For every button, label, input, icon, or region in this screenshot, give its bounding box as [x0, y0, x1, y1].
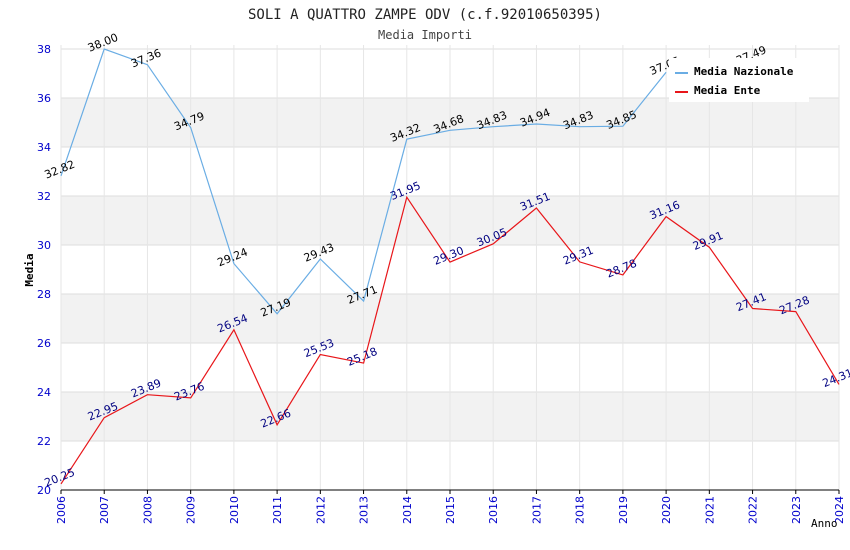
x-axis-title: Anno [811, 517, 838, 530]
legend: Media Nazionale Media Ente [669, 58, 809, 102]
x-tick-label-2011: 2011 [271, 496, 284, 524]
data-label-ente-2006: 20.25 [43, 466, 77, 490]
x-tick-label-2022: 2022 [747, 496, 760, 524]
x-tick-label-2023: 2023 [790, 496, 803, 524]
x-tick-labels: 2006 2007 2008 2009 2010 2011 2012 2013 2014 2015… [55, 496, 846, 524]
x-tick-label-2010: 2010 [228, 496, 241, 524]
y-tick-label-22: 22 [37, 435, 51, 448]
x-tick-label-2012: 2012 [314, 496, 327, 524]
y-tick-label-34: 34 [37, 141, 51, 154]
y-tick-label-36: 36 [37, 92, 51, 105]
x-tick-label-2024: 2024 [833, 496, 846, 524]
x-tick-label-2015: 2015 [444, 496, 457, 524]
data-label-nazionale-2010: 29.24 [216, 245, 250, 269]
x-tick-label-2019: 2019 [617, 496, 630, 524]
x-tick-label-2007: 2007 [98, 496, 111, 524]
x-tick-label-2014: 2014 [401, 496, 414, 524]
x-tick-label-2009: 2009 [185, 496, 198, 524]
legend-label-nazionale: Media Nazionale [694, 65, 794, 78]
y-tick-label-26: 26 [37, 337, 51, 350]
x-tick-label-2018: 2018 [574, 496, 587, 524]
x-tick-label-2021: 2021 [703, 496, 716, 524]
data-label-ente-2013: 25.18 [345, 345, 379, 369]
data-label-ente-2015: 29.30 [432, 244, 466, 268]
chart-title: SOLI A QUATTRO ZAMPE ODV (c.f.9201065039… [248, 7, 602, 23]
data-label-nazionale-2006: 32.82 [43, 158, 77, 182]
y-tick-label-30: 30 [37, 239, 51, 252]
legend-box [669, 58, 809, 102]
x-tick-label-2013: 2013 [358, 496, 371, 524]
series-line-ente [60, 195, 840, 485]
chart-subtitle: Media Importi [378, 28, 472, 42]
y-axis-title: Media [23, 253, 36, 286]
series-lines [60, 49, 840, 485]
data-label-nazionale-2008: 37.36 [129, 47, 163, 71]
data-label-ente-2024: 24.31 [821, 366, 850, 390]
x-tick-label-2016: 2016 [487, 496, 500, 524]
data-label-ente-2018: 29.31 [561, 244, 595, 268]
y-tick-labels: 20 22 24 26 28 30 32 34 36 38 [37, 43, 51, 497]
y-tick-label-28: 28 [37, 288, 51, 301]
data-label-ente-2019: 28.78 [605, 257, 639, 281]
x-tick-label-2017: 2017 [530, 496, 543, 524]
y-tick-label-38: 38 [37, 43, 51, 56]
y-tick-label-24: 24 [37, 386, 51, 399]
legend-label-ente: Media Ente [694, 84, 761, 97]
x-tick-label-2008: 2008 [141, 496, 154, 524]
y-tick-label-20: 20 [37, 484, 51, 497]
x-tick-label-2006: 2006 [55, 496, 68, 524]
x-tick-label-2020: 2020 [660, 496, 673, 524]
y-tick-label-32: 32 [37, 190, 51, 203]
